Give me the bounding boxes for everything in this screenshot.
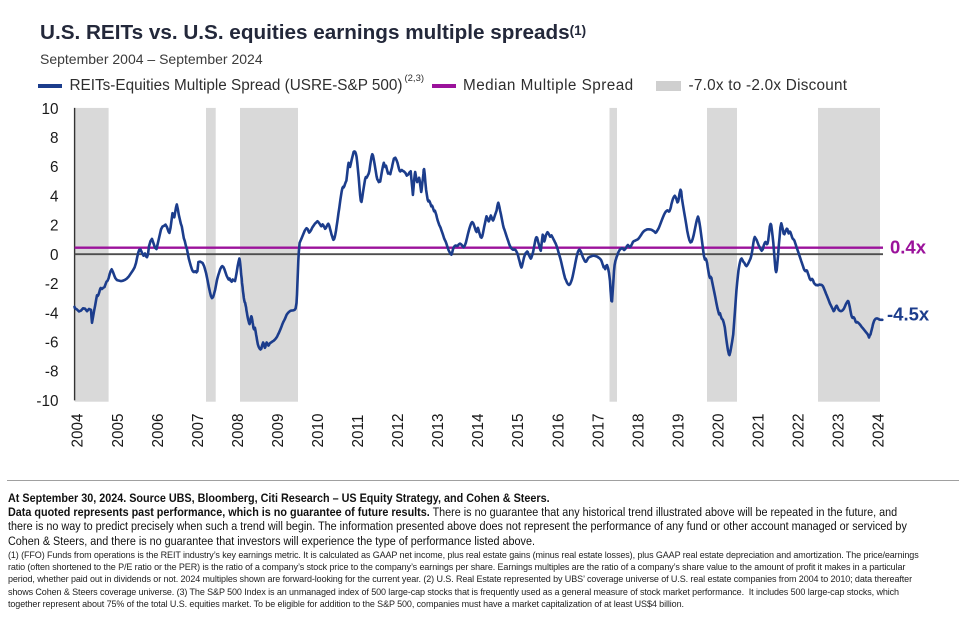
svg-text:2011: 2011 (350, 415, 367, 448)
svg-text:2007: 2007 (190, 413, 207, 447)
svg-text:-4.5x: -4.5x (887, 304, 930, 325)
svg-text:2020: 2020 (711, 413, 728, 447)
svg-text:0.4x: 0.4x (890, 237, 927, 258)
svg-text:-4: -4 (45, 305, 59, 322)
svg-text:2017: 2017 (590, 413, 607, 447)
svg-text:2004: 2004 (70, 413, 87, 448)
svg-text:-2: -2 (45, 276, 59, 293)
svg-text:2012: 2012 (390, 413, 407, 447)
svg-text:2: 2 (50, 218, 59, 235)
svg-text:-10: -10 (36, 393, 58, 410)
svg-text:2005: 2005 (110, 413, 127, 447)
svg-text:-8: -8 (45, 364, 59, 381)
svg-text:2018: 2018 (630, 413, 647, 447)
svg-text:2006: 2006 (150, 413, 167, 447)
svg-text:0: 0 (50, 247, 59, 264)
svg-text:2008: 2008 (230, 413, 247, 447)
svg-text:2014: 2014 (470, 413, 487, 448)
svg-text:2024: 2024 (871, 413, 888, 448)
svg-text:2023: 2023 (831, 413, 848, 447)
svg-text:10: 10 (41, 101, 58, 118)
svg-text:8: 8 (50, 130, 59, 147)
svg-text:2016: 2016 (550, 413, 567, 447)
svg-text:-6: -6 (45, 335, 59, 352)
svg-text:2019: 2019 (671, 413, 688, 447)
svg-text:2015: 2015 (510, 413, 527, 447)
svg-text:2013: 2013 (430, 413, 447, 447)
svg-text:2009: 2009 (270, 413, 287, 447)
svg-text:2022: 2022 (791, 413, 808, 447)
svg-text:2021: 2021 (751, 413, 768, 447)
svg-text:2010: 2010 (310, 413, 327, 447)
svg-text:4: 4 (50, 188, 59, 205)
svg-text:6: 6 (50, 159, 59, 176)
